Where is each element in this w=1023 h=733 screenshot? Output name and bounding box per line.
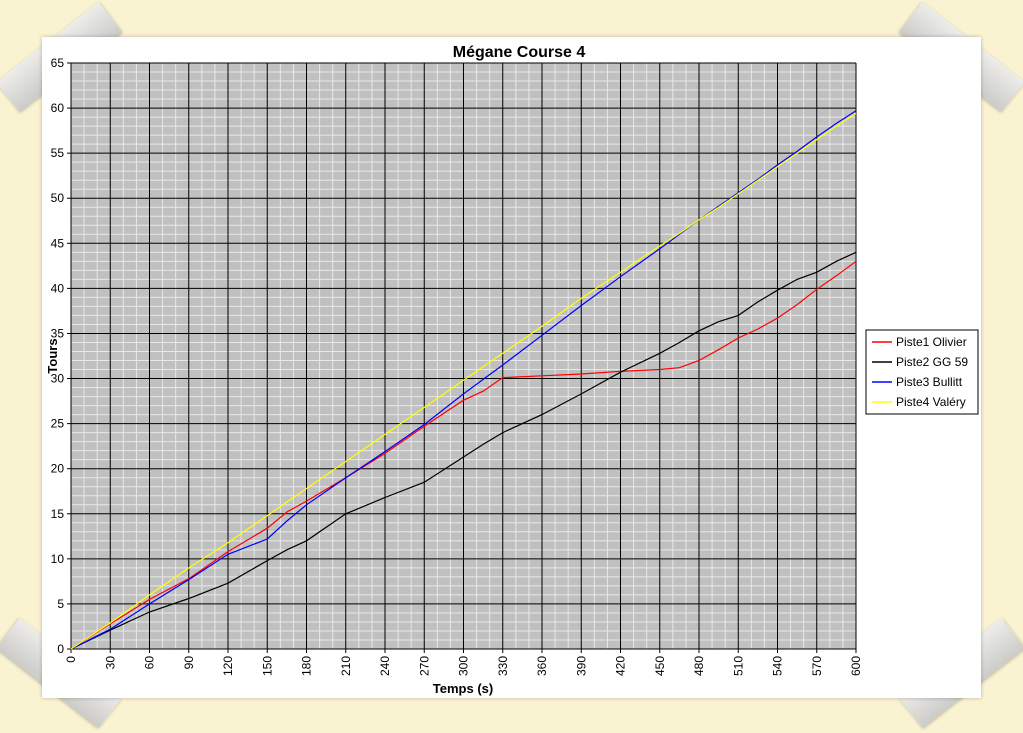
y-tick-label: 25	[51, 417, 65, 431]
y-tick-label: 65	[51, 56, 65, 70]
x-tick-label: 90	[182, 656, 196, 670]
y-tick-label: 5	[57, 597, 64, 611]
legend-entry: Piste4 Valéry	[896, 395, 966, 409]
y-tick-labels: 0 5 10 15 20 25 30 35 40 45 50 55 60 65	[51, 56, 65, 656]
legend-entry: Piste3 Bullitt	[896, 375, 963, 389]
x-tick-label: 150	[260, 656, 274, 676]
legend-box	[865, 329, 979, 415]
series-line-piste2-gg-59	[70, 251, 857, 650]
x-tick-label: 60	[143, 656, 157, 670]
axes	[67, 62, 857, 653]
x-tick-label: 0	[64, 656, 78, 663]
x-tick-label: 180	[300, 656, 314, 676]
y-tick-label: 30	[51, 372, 65, 386]
x-tick-label: 390	[574, 656, 588, 676]
series-lines	[70, 110, 857, 650]
y-tick-label: 15	[51, 507, 65, 521]
major-grid	[70, 62, 857, 650]
x-tick-label: 120	[221, 656, 235, 676]
x-tick-label: 540	[771, 656, 785, 676]
series-line-piste1-olivier	[70, 260, 857, 650]
y-tick-label: 0	[57, 642, 64, 656]
x-tick-label: 240	[378, 656, 392, 676]
x-axis-title: Temps (s)	[433, 681, 493, 696]
x-tick-label: 330	[496, 656, 510, 676]
y-tick-label: 60	[51, 101, 65, 115]
x-tick-label: 450	[653, 656, 667, 676]
x-tick-label: 30	[103, 656, 117, 670]
x-tick-label: 570	[810, 656, 824, 676]
series-line-piste3-bullitt	[70, 110, 857, 650]
x-tick-label: 600	[849, 656, 863, 676]
legend-entry: Piste2 GG 59	[896, 355, 968, 369]
y-tick-label: 45	[51, 236, 65, 250]
x-tick-label: 420	[614, 656, 628, 676]
y-tick-label: 40	[51, 281, 65, 295]
x-tick-label: 510	[731, 656, 745, 676]
chart-title: Mégane Course 4	[453, 44, 586, 61]
x-tick-label: 480	[692, 656, 706, 676]
y-tick-label: 20	[51, 462, 65, 476]
x-tick-label: 210	[339, 656, 353, 676]
series-line-piste4-val-ry	[70, 112, 857, 650]
y-tick-label: 10	[51, 552, 65, 566]
x-tick-label: 300	[457, 656, 471, 676]
legend-entry: Piste1 Olivier	[896, 335, 967, 349]
x-tick-label: 270	[417, 656, 431, 676]
y-tick-label: 50	[51, 191, 65, 205]
x-tick-labels: 0 30 60 90 120 150 180 210 240 270 300 330 360 390 420…	[64, 656, 863, 676]
x-tick-label: 360	[535, 656, 549, 676]
legend: Piste1 Olivier Piste2 GG 59 Piste3 Bullitt…	[865, 329, 979, 415]
y-axis-title: Tours	[45, 338, 60, 373]
y-tick-label: 35	[51, 326, 65, 340]
y-tick-label: 55	[51, 146, 65, 160]
